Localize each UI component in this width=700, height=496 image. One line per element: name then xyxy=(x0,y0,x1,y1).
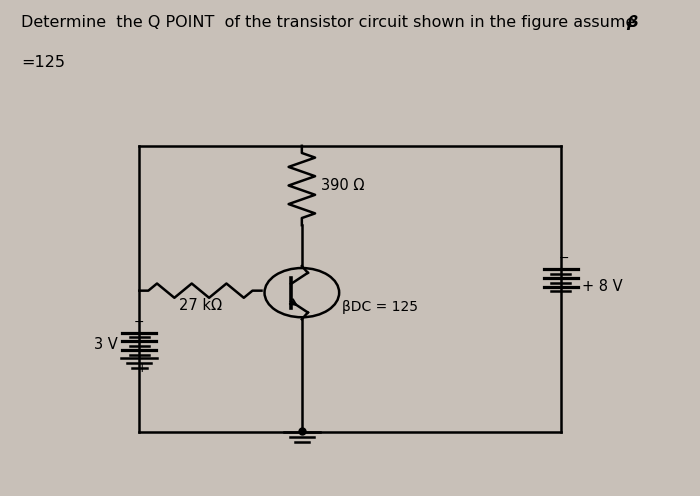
Text: 27 kΩ: 27 kΩ xyxy=(179,298,222,313)
Text: −: − xyxy=(134,316,145,329)
Text: β: β xyxy=(626,15,638,30)
Text: Determine  the Q POINT  of the transistor circuit shown in the figure assume: Determine the Q POINT of the transistor … xyxy=(21,15,636,30)
Text: −: − xyxy=(559,252,569,265)
Text: +: + xyxy=(137,362,148,375)
Text: 3 V: 3 V xyxy=(94,337,118,352)
Text: + 8 V: + 8 V xyxy=(582,279,622,294)
Text: βDC = 125: βDC = 125 xyxy=(342,300,418,313)
Text: =125: =125 xyxy=(21,55,65,69)
Text: 390 Ω: 390 Ω xyxy=(321,178,365,193)
